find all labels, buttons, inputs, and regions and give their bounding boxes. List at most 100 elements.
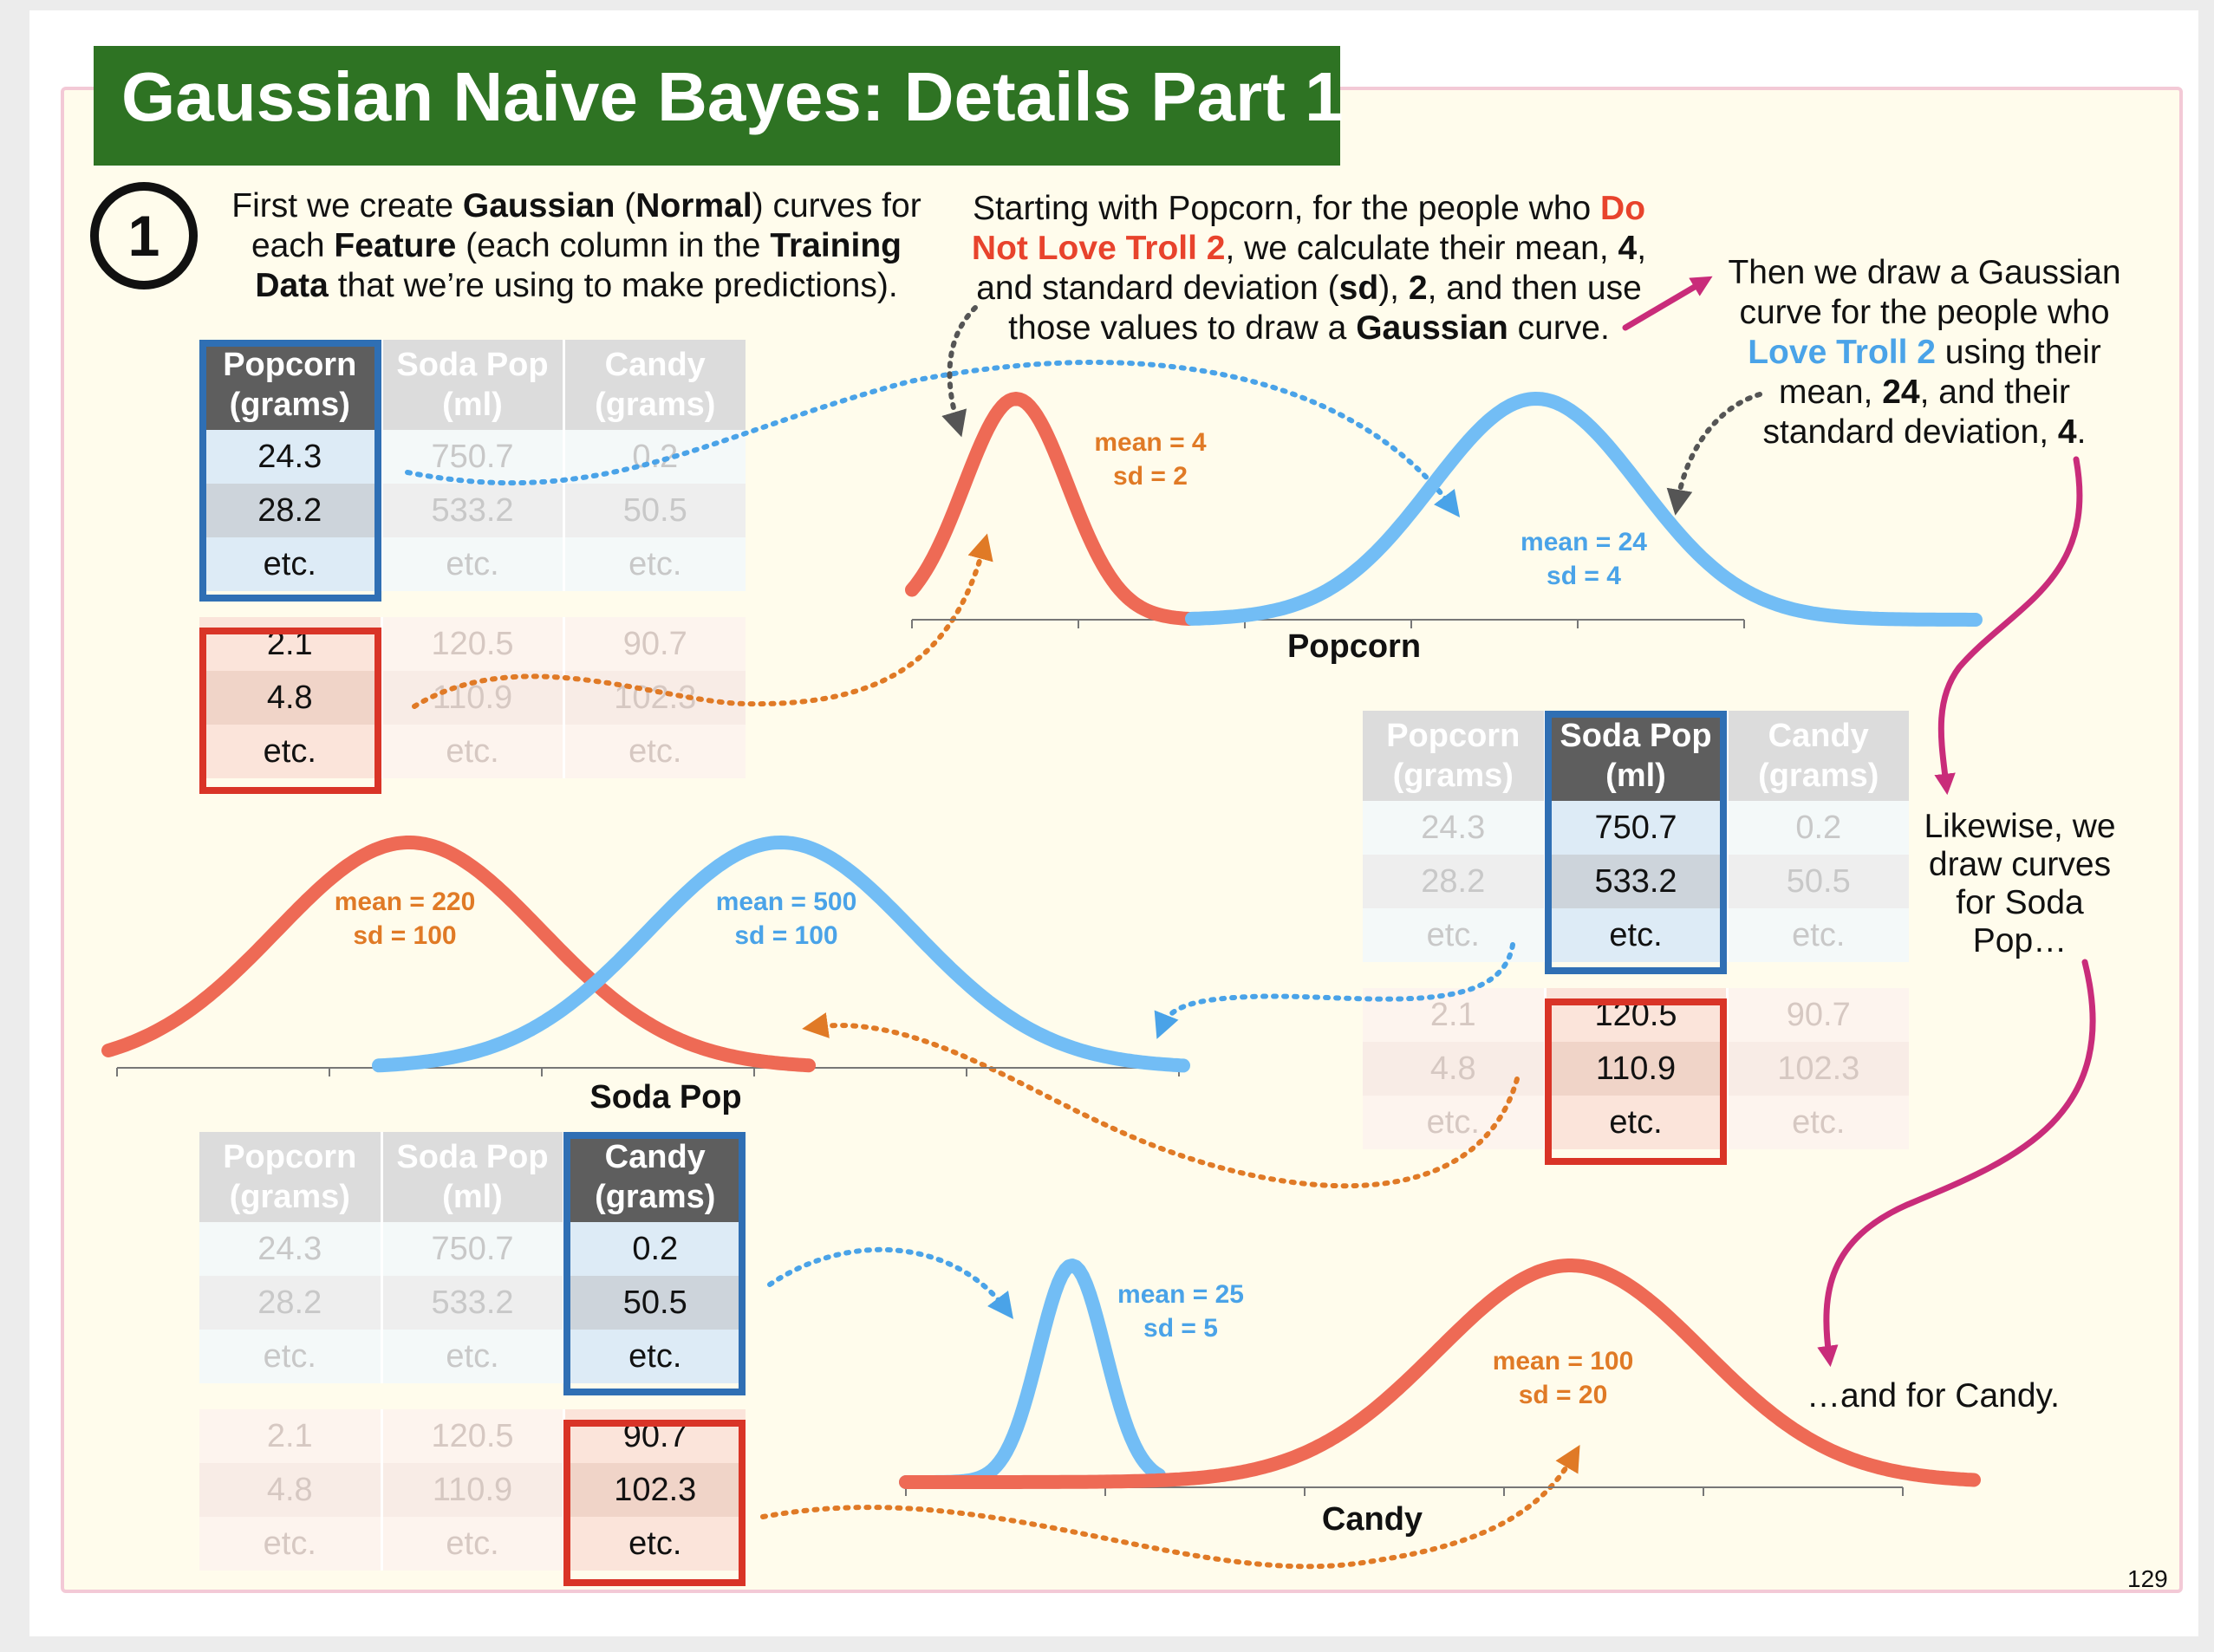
candy-table: Popcorn (grams) Soda Pop (ml) Candy (grams) 24… (199, 1132, 746, 1571)
table-row: 4.8 110.9 102.3 (199, 671, 746, 725)
table-cell: 102.3 (562, 1463, 746, 1517)
table-row: 28.2 533.2 50.5 (1363, 855, 1909, 908)
table-row: etc. etc. etc. (199, 1517, 746, 1571)
popcorn-love-arrow (405, 360, 1461, 517)
flow-arrow-2 (1934, 456, 2083, 796)
intro-text: First we create Gaussian (Normal) curves… (231, 187, 921, 304)
page-title: Gaussian Naive Bayes: Details Part 1 (121, 58, 1344, 135)
soda-pop-not-love-arrow (802, 1012, 1520, 1189)
curve-label: sd = 5 (1143, 1314, 1218, 1343)
table-row: 24.3 750.7 0.2 (199, 1222, 746, 1276)
table-header-cell: Soda Pop (ml) (380, 340, 563, 430)
table-cell: 533.2 (1543, 855, 1727, 908)
table-cell: 110.9 (380, 671, 563, 725)
table-header-cell: Candy (grams) (562, 340, 746, 430)
table-row: 28.2 533.2 50.5 (199, 484, 746, 537)
table-cell: etc. (380, 725, 563, 778)
table-cell: etc. (1543, 908, 1727, 962)
curve-label: sd = 20 (1519, 1381, 1608, 1409)
table-cell: 102.3 (1725, 1042, 1909, 1096)
table-cell: 50.5 (562, 1276, 746, 1330)
table-cell: etc. (380, 537, 563, 591)
table-cell: etc. (1363, 908, 1545, 962)
table-cell: 90.7 (1725, 988, 1909, 1042)
table-cell: 90.7 (562, 1409, 746, 1463)
table-cell: 2.1 (199, 1409, 381, 1463)
popcorn-love-text: Then we draw a Gaussian curve for the pe… (1728, 254, 2121, 451)
table-cell: 90.7 (562, 617, 746, 671)
page-number: 129 (2127, 1565, 2168, 1592)
table-cell: 2.1 (199, 617, 381, 671)
step-circle (90, 182, 198, 289)
curve-label: mean = 100 (1493, 1347, 1634, 1376)
table-row: etc. etc. etc. (199, 537, 746, 591)
curve-label: mean = 25 (1117, 1280, 1244, 1309)
table-cell: 750.7 (380, 1222, 563, 1276)
gaussian-curve-not-love (905, 392, 1196, 626)
popcorn-text-pointer-right (1666, 392, 1762, 516)
plot-soda-pop: Soda Pop mean = 220 sd = 100 mean = 500 sd =… (101, 836, 1190, 1115)
candy-love-highlight (563, 1132, 746, 1395)
table-header-cell: Popcorn (grams) (1363, 711, 1545, 801)
candy-not-love-arrow (760, 1445, 1580, 1570)
table-row: 24.3 750.7 0.2 (1363, 801, 1909, 855)
table-row: etc. etc. etc. (199, 725, 746, 778)
gaussian-curve-love (1185, 392, 1983, 627)
x-axis-label: Popcorn (1287, 628, 1421, 665)
table-cell: etc. (199, 1330, 381, 1383)
x-axis-label: Candy (1322, 1501, 1423, 1538)
table-cell: etc. (1725, 1096, 1909, 1149)
curve-label: mean = 220 (335, 888, 476, 916)
table-cell: 533.2 (380, 1276, 563, 1330)
step-number: 1 (127, 204, 160, 268)
table-row: 4.8 110.9 102.3 (1363, 1042, 1909, 1096)
popcorn-table: Popcorn (grams) Soda Pop (ml) Candy (grams) 24… (199, 340, 746, 778)
table-cell: 2.1 (1363, 988, 1545, 1042)
table-cell: etc. (199, 1517, 381, 1571)
title-banner (94, 46, 1340, 166)
table-cell: 24.3 (199, 1222, 381, 1276)
table-header-cell: Popcorn (grams) (199, 1132, 381, 1222)
candy-text: …and for Candy. (1807, 1377, 2060, 1415)
table-cell: 50.5 (1725, 855, 1909, 908)
table-cell: 110.9 (380, 1463, 563, 1517)
curve-label: sd = 100 (734, 921, 837, 950)
table-cell: 28.2 (199, 484, 381, 537)
table-cell: 4.8 (199, 671, 381, 725)
soda-pop-love-arrow (1154, 942, 1515, 1039)
table-cell: etc. (1543, 1096, 1727, 1149)
table-cell: 120.5 (380, 1409, 563, 1463)
table-cell: 24.3 (1363, 801, 1545, 855)
soda-pop-table: Popcorn (grams) Soda Pop (ml) Candy (grams) 24… (1363, 711, 1909, 1149)
soda-pop-not-love-highlight (1545, 998, 1727, 1165)
table-cell: 533.2 (380, 484, 563, 537)
table-cell: 110.9 (1543, 1042, 1727, 1096)
curve-label: mean = 24 (1520, 528, 1647, 556)
curve-label: sd = 2 (1113, 462, 1188, 491)
table-header-cell: Candy (grams) (1725, 711, 1909, 801)
table-row: 28.2 533.2 50.5 (199, 1276, 746, 1330)
gaussian-curve-not-love (101, 836, 816, 1073)
curve-label: sd = 100 (353, 921, 456, 950)
table-cell: etc. (199, 725, 381, 778)
curve-label: sd = 4 (1547, 562, 1621, 590)
table-cell: etc. (562, 537, 746, 591)
table-cell: 28.2 (199, 1276, 381, 1330)
plot-candy: Candy mean = 25 sd = 5 mean = 100 sd = 20 (899, 1259, 1981, 1538)
table-cell: 24.3 (199, 430, 381, 484)
flow-arrow-1 (1622, 276, 1713, 331)
popcorn-not-love-text: Starting with Popcorn, for the people wh… (971, 190, 1647, 347)
popcorn-not-love-arrow (412, 533, 993, 709)
table-cell: 750.7 (1543, 801, 1727, 855)
table-cell: etc. (562, 725, 746, 778)
table-row: etc. etc. etc. (199, 1330, 746, 1383)
table-header-cell: Soda Pop (ml) (380, 1132, 563, 1222)
table-cell: etc. (380, 1330, 563, 1383)
plot-popcorn: Popcorn mean = 4 sd = 2 mean = 24 sd = 4 (905, 392, 1983, 665)
x-axis-label: Soda Pop (589, 1079, 741, 1115)
table-header-cell: Soda Pop (ml) (1543, 711, 1727, 801)
table-cell: 0.2 (1725, 801, 1909, 855)
table-cell: 28.2 (1363, 855, 1545, 908)
table-row: 2.1 120.5 90.7 (199, 1409, 746, 1463)
